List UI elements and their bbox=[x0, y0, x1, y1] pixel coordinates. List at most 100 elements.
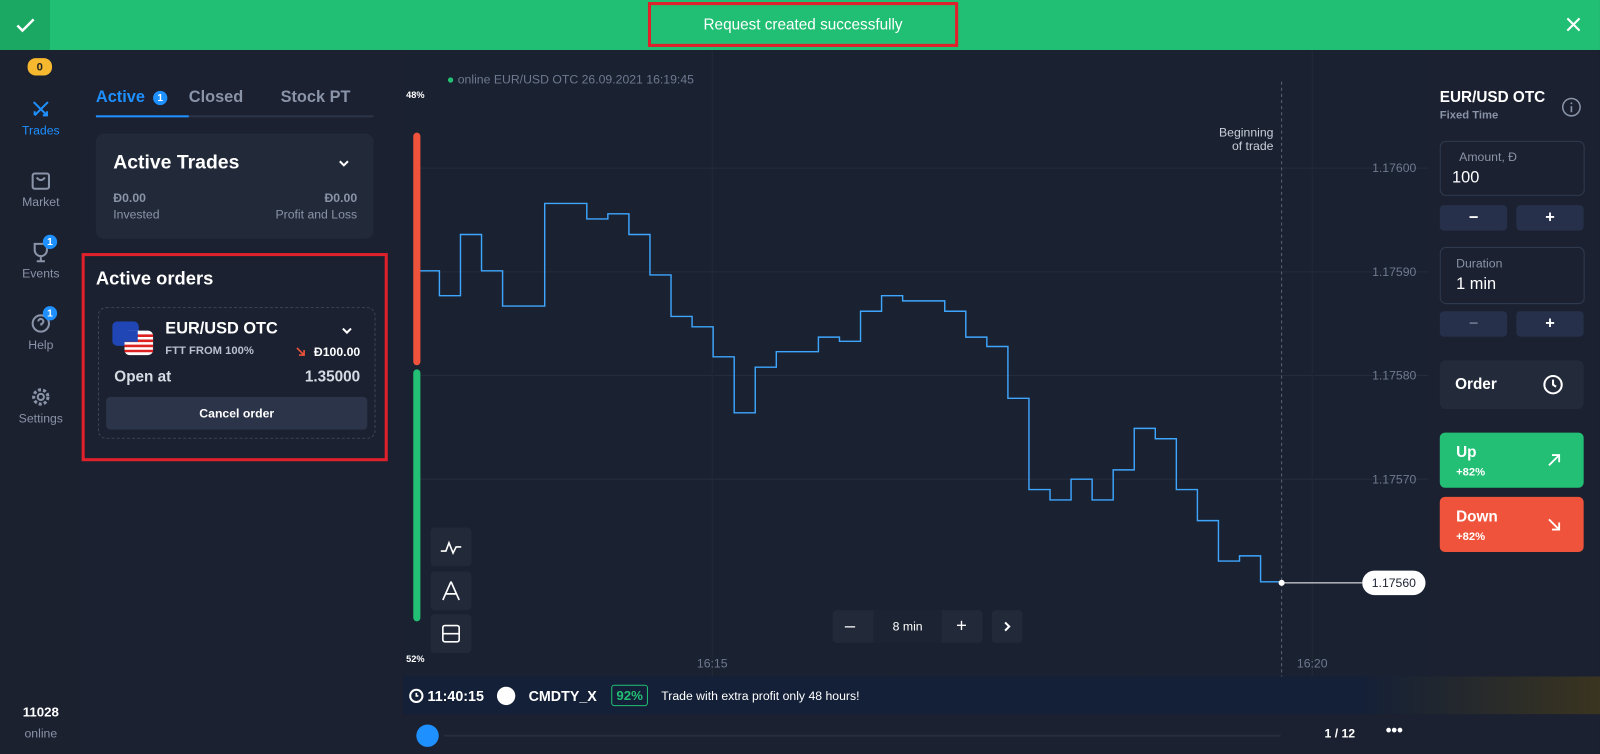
tool-icon bbox=[442, 581, 460, 601]
events-icon bbox=[33, 242, 48, 263]
more-button[interactable]: ••• bbox=[1385, 722, 1403, 740]
card-title: Active Trades bbox=[113, 152, 240, 174]
nav-label: Trades bbox=[21, 123, 60, 138]
promo-payout: 92% bbox=[611, 684, 648, 707]
promo-page: 1 / 12 bbox=[1324, 726, 1356, 741]
drawing-tool[interactable] bbox=[430, 571, 472, 611]
timeline-start[interactable] bbox=[416, 724, 439, 747]
down-arrow bbox=[1548, 518, 1561, 531]
cancel-order-button[interactable]: Cancel order bbox=[106, 396, 368, 430]
nav-events[interactable]: Events 1 bbox=[0, 234, 82, 281]
nav-settings[interactable]: Settings bbox=[0, 386, 82, 426]
amount-minus[interactable]: − bbox=[1439, 205, 1508, 231]
up-button[interactable]: Up +82% bbox=[1439, 432, 1584, 488]
scroll-right[interactable] bbox=[991, 610, 1023, 643]
duration-value: 1 min bbox=[1456, 275, 1497, 293]
timeline-track bbox=[443, 734, 1281, 737]
trade-start-label: Beginning of trade bbox=[1219, 126, 1274, 153]
up-arrow bbox=[1548, 454, 1561, 466]
promo-timer: 11:40:15 bbox=[427, 687, 484, 705]
promo-asset: CMDTY_X bbox=[528, 687, 597, 705]
down-payout: +82% bbox=[1456, 530, 1486, 543]
chevron[interactable] bbox=[340, 323, 354, 337]
price-line bbox=[418, 202, 1283, 583]
zoom-in[interactable]: + bbox=[956, 615, 967, 636]
pnl-value: Đ0.00 bbox=[324, 190, 358, 206]
order-label: Order bbox=[1455, 375, 1497, 393]
up-label: Up bbox=[1456, 443, 1477, 462]
help-icon bbox=[31, 314, 50, 333]
open-at-label: Open at bbox=[114, 368, 172, 386]
nav-trades[interactable]: Trades bbox=[0, 98, 82, 138]
nav-market[interactable]: Market bbox=[0, 169, 82, 209]
invested-value: Đ0.00 bbox=[113, 190, 146, 206]
tab-active[interactable]: Active bbox=[95, 88, 145, 107]
toast-close[interactable] bbox=[1565, 16, 1581, 32]
layout-tool[interactable] bbox=[430, 614, 472, 654]
duration-label: Duration bbox=[1456, 256, 1503, 271]
zoom-label: 8 min bbox=[873, 610, 942, 643]
order-button[interactable]: Order bbox=[1439, 360, 1584, 410]
amount-field[interactable]: Amount, Đ 100 bbox=[1439, 140, 1585, 196]
order-panel: EUR/USD OTC Fixed Time Amount, Đ 100 − +… bbox=[1428, 51, 1600, 677]
active-orders-highlight: Active orders EUR/USD OTC FTT FROM 100% … bbox=[81, 253, 388, 462]
chart-area bbox=[403, 51, 1429, 677]
duration-minus[interactable]: − bbox=[1439, 311, 1508, 337]
promo-message: Trade with extra profit only 48 hours! bbox=[661, 688, 860, 704]
tab-rule bbox=[95, 115, 374, 118]
order-mode: Fixed Time bbox=[1439, 109, 1499, 122]
tab-closed[interactable]: Closed bbox=[188, 88, 244, 107]
tool-icon bbox=[440, 540, 462, 556]
nav-help[interactable]: Help 1 bbox=[0, 306, 82, 353]
down-label: Down bbox=[1456, 508, 1498, 526]
toast-message: Request created successfully bbox=[647, 2, 959, 47]
price-dot bbox=[1278, 579, 1285, 586]
arrow-icon bbox=[1004, 621, 1011, 632]
down-button[interactable]: Down +82% bbox=[1439, 496, 1584, 553]
nav-label: Market bbox=[22, 194, 60, 210]
duration-plus[interactable]: + bbox=[1516, 311, 1584, 337]
up-payout: +82% bbox=[1456, 466, 1486, 479]
tab-stock[interactable]: Stock PT bbox=[280, 88, 351, 107]
nav-label: Help bbox=[28, 337, 54, 353]
zoom-out[interactable]: – bbox=[844, 615, 856, 636]
price-pill bbox=[1362, 570, 1426, 596]
x-tick-label: 16:15 bbox=[697, 656, 728, 670]
info-icon[interactable] bbox=[1561, 97, 1581, 117]
status-dot: ● bbox=[446, 72, 458, 87]
online-count: 11028 bbox=[22, 704, 59, 720]
duration-field[interactable]: Duration 1 min bbox=[1439, 246, 1585, 305]
amount-value: 100 bbox=[1452, 169, 1480, 187]
y-tick-label: 1.17590 bbox=[1372, 265, 1416, 279]
nav-badge: 1 bbox=[42, 306, 58, 321]
clock-icon bbox=[1543, 374, 1563, 395]
tool-icon bbox=[442, 624, 460, 643]
chevron[interactable] bbox=[337, 156, 351, 170]
price-chart: 1.17600 1.17590 1.17580 1.17570 16:15 16:20 Be… bbox=[418, 51, 1429, 677]
indicator-tool[interactable] bbox=[430, 527, 472, 567]
price-label: 1.17560 bbox=[1372, 576, 1416, 590]
order-asset: EUR/USD OTC bbox=[1439, 88, 1546, 107]
active-trades-card: Active Trades Đ0.00 Invested Đ0.00 Profi… bbox=[95, 133, 374, 239]
label-line: Beginning bbox=[1219, 126, 1274, 140]
y-tick-label: 1.17570 bbox=[1372, 472, 1416, 486]
trades-icon bbox=[32, 101, 49, 117]
settings-icon bbox=[32, 388, 50, 406]
order-asset: EUR/USD OTC bbox=[165, 320, 278, 338]
order-amount: Đ100.00 bbox=[313, 344, 361, 360]
check-icon bbox=[15, 18, 35, 32]
chart-status: ● online EUR/USD OTC 26.09.2021 16:19:45 bbox=[447, 72, 694, 86]
toast: Request created successfully bbox=[0, 0, 1600, 50]
amount-plus[interactable]: + bbox=[1516, 205, 1584, 231]
amount-label: Amount, Đ bbox=[1459, 149, 1518, 165]
y-tick-label: 1.17600 bbox=[1372, 161, 1416, 175]
y-tick-label: 1.17580 bbox=[1372, 369, 1416, 383]
sell-bar bbox=[413, 132, 421, 366]
balance-badge: 0 bbox=[27, 58, 53, 76]
x-tick-label: 16:20 bbox=[1297, 656, 1328, 670]
promo-strip: 11:40:15 CMDTY_X 92% Trade with extra pr… bbox=[403, 676, 1600, 715]
invested-label: Invested bbox=[113, 207, 160, 222]
zoom-control: – 8 min + bbox=[832, 610, 983, 643]
